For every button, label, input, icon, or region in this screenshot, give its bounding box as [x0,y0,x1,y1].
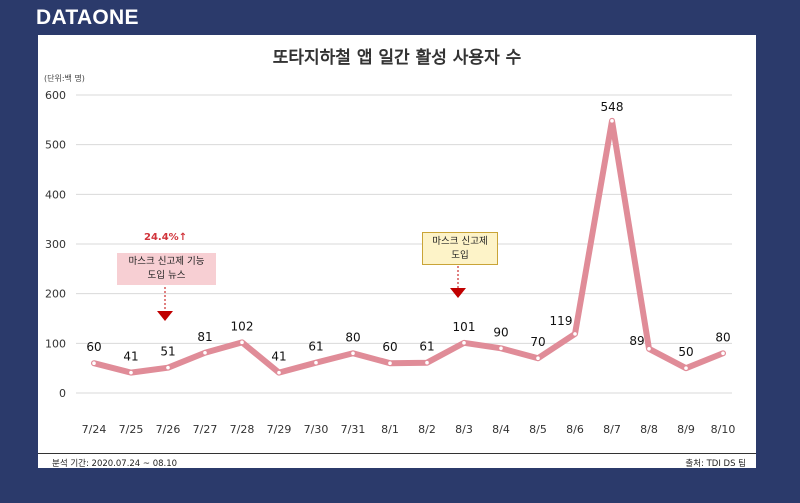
data-point [240,340,244,345]
x-tick-label: 7/31 [341,423,366,436]
data-label: 41 [271,350,286,364]
growth-annotation: 24.4%↑ [144,232,188,243]
data-point [277,370,281,375]
analysis-period: 분석 기간: 2020.07.24 ~ 08.10 [52,459,178,469]
y-tick-label: 0 [59,387,66,400]
x-tick-label: 8/10 [711,423,736,436]
data-point [314,360,318,365]
x-tick-label: 7/27 [193,423,218,436]
annotation-news-line2: 도입 뉴스 [147,270,186,281]
data-label: 81 [197,330,212,344]
annotation-launch-line2: 도입 [451,250,469,261]
data-label: 50 [678,345,693,359]
x-tick-label: 7/26 [156,423,181,436]
y-tick-label: 200 [45,288,66,301]
data-label: 60 [86,340,101,354]
data-label: 80 [715,330,730,344]
data-label: 80 [345,330,360,344]
chart-title: 또타지하철 앱 일간 활성 사용자 수 [272,48,522,68]
y-tick-label: 600 [45,89,66,102]
x-tick-label: 8/5 [529,423,547,436]
x-tick-label: 8/1 [381,423,399,436]
footer-divider [38,453,756,454]
data-label: 101 [453,320,476,334]
arrow-news-head [157,311,173,321]
annotation-box-launch: 마스크 신고제 도입 [422,232,498,265]
x-tick-label: 7/29 [267,423,292,436]
data-point [573,332,577,336]
series-line [91,117,726,376]
x-tick-label: 8/8 [640,423,658,436]
data-label: 61 [308,340,323,354]
annotation-box-news: 마스크 신고제 기능 도입 뉴스 [117,253,216,285]
data-label: 119 [550,314,573,328]
data-point [647,346,651,351]
unit-label: (단위:백 명) [44,74,85,83]
brand-logo: DATAONE [36,6,139,29]
y-tick-label: 500 [45,139,66,152]
data-source: 출처: TDI DS 팀 [685,459,746,469]
data-point [610,119,614,123]
x-tick-label: 7/30 [304,423,329,436]
y-tick-label: 400 [45,188,66,201]
data-point [351,351,355,356]
annotation-launch-line1: 마스크 신고제 [432,236,488,247]
data-point [684,366,688,370]
data-point [388,361,392,366]
data-label: 51 [160,345,175,359]
data-label: 90 [493,325,508,339]
annotation-news-line1: 마스크 신고제 기능 [128,256,205,267]
line-chart: 0 100 200 300 400 500 600 7/24 7/25 7/26 7/27 7/28 7… [45,89,736,436]
data-point [721,351,725,356]
x-tick-label: 7/24 [82,423,107,436]
x-tick-label: 7/28 [230,423,255,436]
data-point [129,370,133,375]
data-point [203,350,207,355]
data-label: 89 [629,334,644,348]
data-label: 60 [382,340,397,354]
data-point [536,356,540,361]
data-label: 41 [123,350,138,364]
x-tick-label: 8/9 [677,423,695,436]
data-point [499,346,503,351]
x-tick-label: 8/6 [566,423,584,436]
data-point [425,360,429,365]
y-tick-label: 100 [45,337,66,350]
y-tick-label: 300 [45,238,66,251]
arrow-launch-head [450,288,466,298]
data-label: 70 [530,335,545,349]
x-tick-label: 8/2 [418,423,436,436]
data-label: 102 [231,319,254,333]
data-point [166,365,170,370]
data-label: 548 [601,100,624,114]
data-point [92,361,96,366]
x-tick-label: 7/25 [119,423,144,436]
x-tick-label: 8/7 [603,423,621,436]
x-tick-label: 8/3 [455,423,473,436]
data-point [462,341,466,345]
x-tick-label: 8/4 [492,423,510,436]
chart-panel: 또타지하철 앱 일간 활성 사용자 수 (단위:백 명) 0 100 200 300 4… [38,35,756,469]
data-label: 61 [419,340,434,354]
